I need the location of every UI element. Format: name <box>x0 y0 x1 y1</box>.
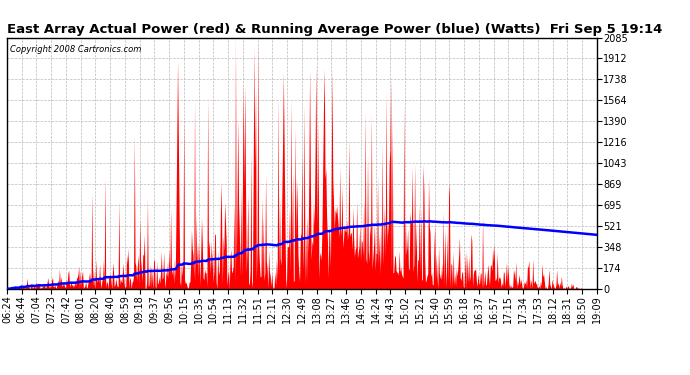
Text: East Array Actual Power (red) & Running Average Power (blue) (Watts)  Fri Sep 5 : East Array Actual Power (red) & Running … <box>7 23 662 36</box>
Text: Copyright 2008 Cartronics.com: Copyright 2008 Cartronics.com <box>10 45 141 54</box>
